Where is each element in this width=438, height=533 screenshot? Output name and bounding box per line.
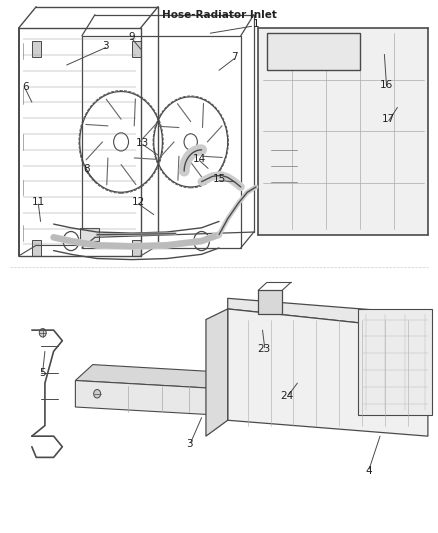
Circle shape bbox=[39, 328, 46, 337]
Bar bbox=[132, 41, 141, 57]
Text: 24: 24 bbox=[281, 391, 294, 401]
Text: 4: 4 bbox=[366, 466, 372, 475]
Text: 13: 13 bbox=[136, 138, 149, 148]
Bar bbox=[258, 290, 282, 314]
Text: 16: 16 bbox=[380, 79, 393, 90]
Text: 9: 9 bbox=[129, 32, 135, 42]
Text: 15: 15 bbox=[212, 174, 226, 184]
Bar bbox=[32, 240, 41, 256]
Bar bbox=[80, 228, 99, 241]
Text: 3: 3 bbox=[102, 41, 109, 51]
Circle shape bbox=[94, 390, 101, 398]
Text: 3: 3 bbox=[186, 439, 193, 449]
Polygon shape bbox=[206, 309, 228, 436]
Text: 14: 14 bbox=[193, 154, 206, 164]
Text: 1: 1 bbox=[253, 19, 259, 29]
Polygon shape bbox=[228, 298, 428, 330]
Polygon shape bbox=[228, 309, 428, 436]
Text: Hose-Radiator Inlet: Hose-Radiator Inlet bbox=[162, 10, 276, 20]
Text: 6: 6 bbox=[22, 82, 28, 92]
Bar bbox=[258, 28, 428, 235]
Text: 8: 8 bbox=[83, 165, 89, 174]
Bar bbox=[132, 240, 141, 256]
Polygon shape bbox=[75, 381, 262, 418]
Text: 11: 11 bbox=[32, 197, 45, 207]
Bar bbox=[32, 41, 41, 57]
Bar bbox=[267, 33, 360, 70]
Bar bbox=[358, 309, 432, 415]
Text: 17: 17 bbox=[382, 114, 396, 124]
Text: 12: 12 bbox=[132, 197, 145, 207]
Bar bbox=[82, 36, 241, 248]
Polygon shape bbox=[75, 365, 276, 391]
Text: 5: 5 bbox=[39, 368, 46, 378]
Text: 23: 23 bbox=[257, 344, 270, 354]
Text: 7: 7 bbox=[231, 52, 237, 62]
